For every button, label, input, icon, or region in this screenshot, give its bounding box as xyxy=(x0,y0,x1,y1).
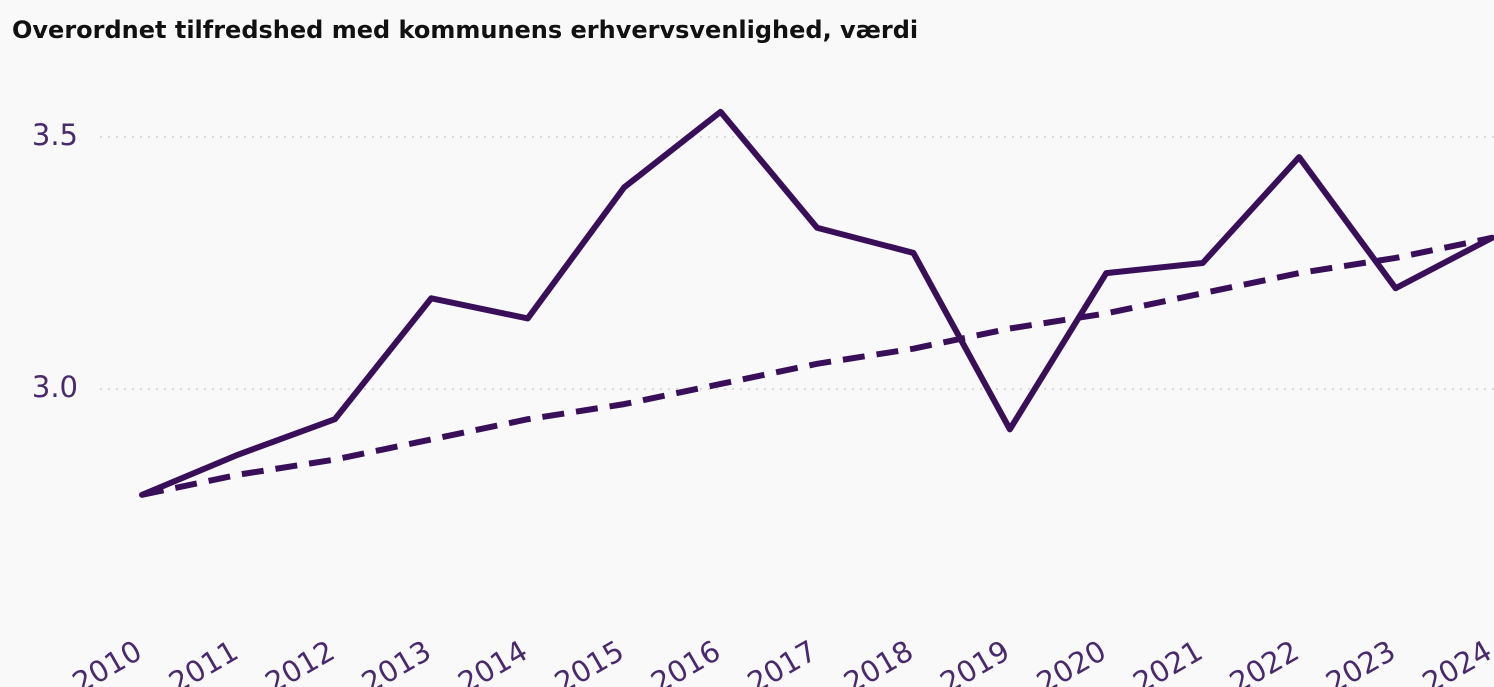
trend-line xyxy=(141,234,1493,498)
chart-title: Overordnet tilfredshed med kommunens erh… xyxy=(12,16,918,44)
line xyxy=(139,108,1494,498)
y-tick-label: 3.0 xyxy=(32,370,78,404)
y-tick-label: 3.5 xyxy=(32,118,78,152)
